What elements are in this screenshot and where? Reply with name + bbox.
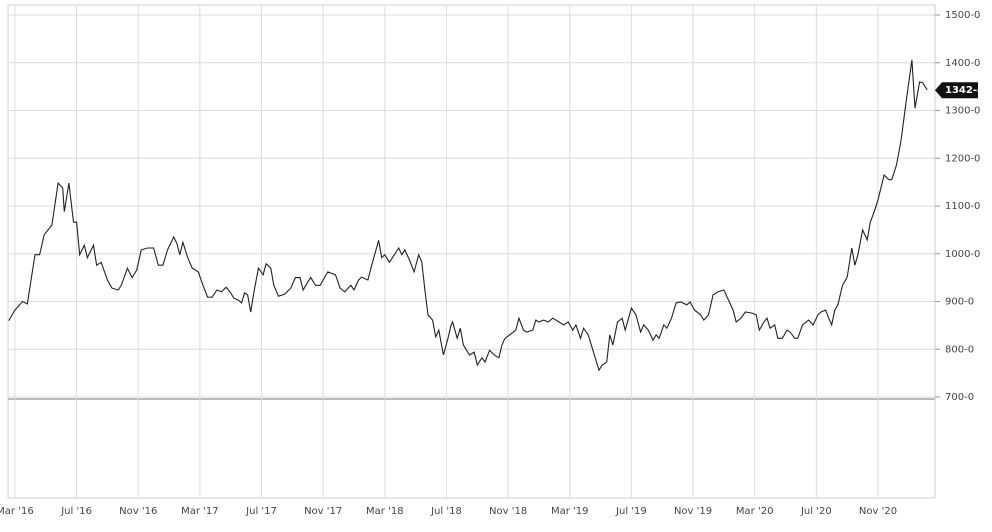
x-tick-label: Mar '17 [181, 506, 219, 517]
x-tick-label: Nov '17 [304, 506, 342, 517]
x-tick-label: Mar '20 [736, 506, 774, 517]
y-tick-label: 700-0 [945, 392, 974, 403]
y-tick-label: 1000-0 [945, 249, 980, 260]
x-tick-label: Mar '18 [366, 506, 404, 517]
price-line [8, 59, 928, 372]
x-tick-label: Jul '20 [800, 506, 832, 517]
y-tick-label: 1400-0 [945, 58, 980, 69]
x-tick-label: Jul '19 [615, 506, 647, 517]
y-tick-label: 900-0 [945, 297, 974, 308]
y-tick-label: 800-0 [945, 344, 974, 355]
y-tick-label: 1100-0 [945, 201, 980, 212]
x-tick-label: Nov '19 [674, 506, 712, 517]
x-tick-label: Mar '16 [0, 506, 34, 517]
x-tick-label: Jul '18 [430, 506, 462, 517]
x-tick-label: Nov '20 [859, 506, 897, 517]
x-tick-label: Mar '19 [551, 506, 589, 517]
y-tick-label: 1500-0 [945, 10, 980, 21]
x-tick-label: Nov '16 [119, 506, 157, 517]
last-price-tag [935, 82, 978, 99]
y-tick-label: 1300-0 [945, 106, 980, 117]
last-price-label: 1342-4 [945, 85, 984, 96]
y-tick-label: 1200-0 [945, 153, 980, 164]
x-tick-label: Nov '18 [489, 506, 527, 517]
plot-frame [7, 4, 936, 499]
x-tick-label: Jul '16 [60, 506, 92, 517]
x-tick-label: Jul '17 [245, 506, 277, 517]
